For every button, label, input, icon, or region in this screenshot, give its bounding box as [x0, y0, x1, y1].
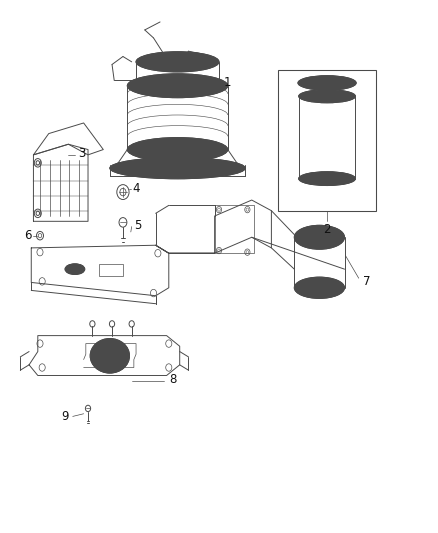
Ellipse shape — [127, 138, 228, 161]
Ellipse shape — [136, 52, 219, 72]
Bar — [99, 264, 123, 276]
Text: 6: 6 — [25, 229, 32, 242]
Bar — [215, 205, 254, 253]
Ellipse shape — [294, 277, 345, 298]
Text: 9: 9 — [62, 410, 69, 423]
Ellipse shape — [299, 90, 356, 103]
Text: 1: 1 — [224, 76, 231, 88]
Ellipse shape — [110, 158, 245, 179]
Ellipse shape — [127, 74, 228, 98]
Ellipse shape — [90, 338, 130, 373]
Text: 4: 4 — [132, 182, 140, 195]
Bar — [278, 70, 376, 211]
Text: 8: 8 — [170, 373, 177, 386]
Text: 5: 5 — [134, 219, 142, 232]
Text: 2: 2 — [323, 223, 331, 236]
Ellipse shape — [299, 172, 356, 185]
Ellipse shape — [294, 225, 345, 249]
Text: 7: 7 — [363, 275, 370, 288]
Ellipse shape — [298, 76, 356, 90]
Ellipse shape — [65, 264, 85, 274]
Text: 3: 3 — [78, 147, 85, 160]
